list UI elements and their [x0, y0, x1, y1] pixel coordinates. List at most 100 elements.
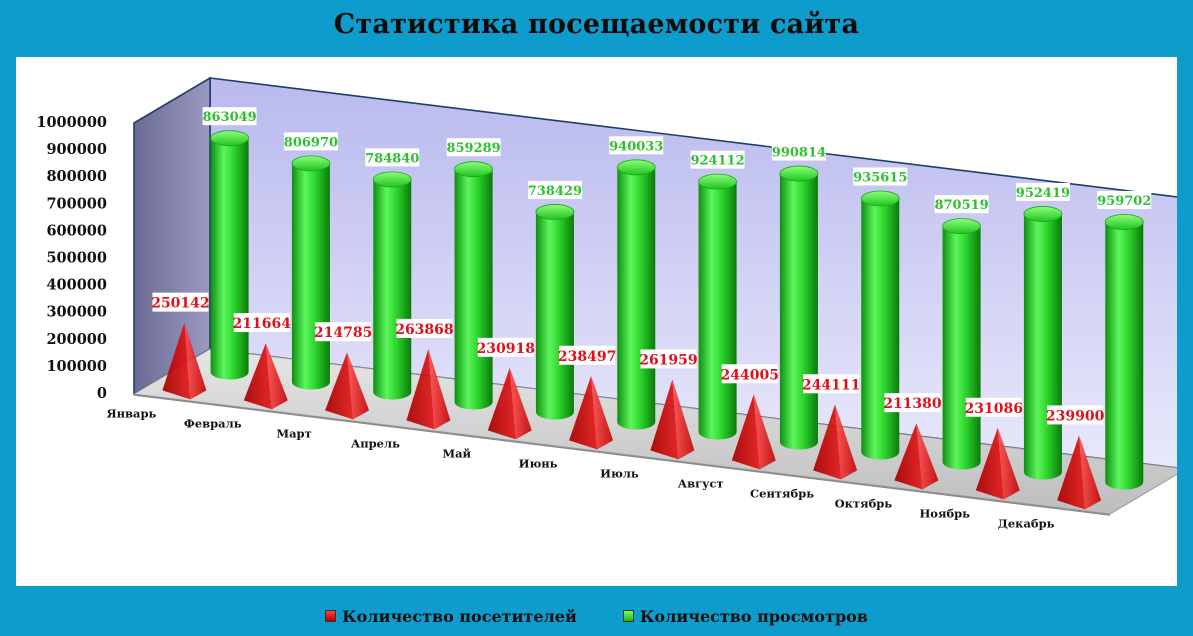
label-views-bg — [1015, 182, 1070, 201]
pyramid-left-face — [650, 379, 679, 460]
bar-views-body — [373, 179, 412, 400]
bar-views-body — [291, 163, 330, 390]
pyramid-right-face — [835, 404, 858, 480]
legend-label-visitors: Количество посетителей — [342, 606, 577, 626]
legend-item-visitors: Количество посетителей — [325, 607, 577, 626]
bar-views-top — [1023, 206, 1063, 222]
chart-marks: 863049 806970 784840 859289 738429 940033 9241… — [151, 107, 1151, 510]
label-visitors: 214785 — [314, 325, 372, 341]
bar-views: 924112 — [690, 150, 745, 440]
label-visitors: 263868 — [395, 322, 453, 338]
pyramid-left-face — [162, 322, 191, 400]
label-views: 738429 — [528, 184, 582, 199]
x-tick-label: Февраль — [184, 416, 242, 430]
x-tick-label: Сентябрь — [750, 486, 814, 500]
y-tick-label: 500000 — [46, 250, 107, 267]
bar-visitors: 230918 — [477, 337, 535, 440]
bar-views: 959702 — [1097, 190, 1151, 490]
bar-views-body — [1105, 221, 1144, 490]
label-visitors: 244005 — [721, 367, 779, 383]
bar-visitors: 244005 — [721, 364, 779, 470]
bar-visitors: 231086 — [965, 397, 1023, 500]
bar-views-body — [617, 167, 656, 430]
y-tick-label: 800000 — [46, 168, 107, 185]
legend-label-views: Количество просмотров — [639, 606, 868, 626]
pyramid-left-face — [406, 348, 435, 430]
bar-views-top — [454, 161, 493, 178]
pyramid-left-face — [243, 343, 272, 410]
label-visitors: 244111 — [802, 377, 860, 393]
pyramid-left-face — [813, 404, 842, 480]
legend-swatch-views — [622, 610, 634, 622]
pyramid-right-face — [428, 348, 451, 430]
y-tick-label: 400000 — [46, 277, 107, 294]
y-tick-label: 1000000 — [36, 114, 107, 131]
bar-visitors: 244111 — [802, 374, 860, 480]
plot-area: 0 100000 200000 300000 400000 500000 600000 700… — [16, 57, 1177, 586]
label-visitors: 239900 — [1046, 408, 1105, 424]
bar-views: 940033 — [609, 136, 664, 430]
y-tick-label: 700000 — [46, 195, 107, 212]
label-visitors: 238497 — [558, 349, 616, 365]
label-views: 863049 — [202, 110, 256, 125]
label-visitors: 250142 — [151, 296, 209, 312]
pyramid-left-face — [325, 352, 354, 420]
y-axis: 0 100000 200000 300000 400000 500000 600000 700… — [36, 114, 107, 402]
bar-visitors: 261959 — [639, 349, 698, 460]
bar-views-top — [1104, 214, 1144, 230]
x-tick-label: Октябрь — [835, 496, 893, 510]
label-views-bg — [446, 138, 501, 157]
bar-views-body — [454, 169, 493, 410]
label-views: 952419 — [1016, 186, 1070, 201]
bar-views-top — [698, 173, 737, 190]
label-views: 935615 — [853, 171, 907, 186]
label-views-bg — [853, 167, 908, 186]
label-views: 870519 — [934, 198, 988, 213]
bar-views-top — [210, 130, 249, 147]
label-views-bg — [283, 132, 338, 151]
label-visitors: 230918 — [477, 341, 535, 357]
bar-views-top — [860, 190, 900, 207]
label-views-bg — [365, 148, 420, 167]
pyramid-left-face — [569, 375, 598, 450]
pyramid-right-face — [1079, 435, 1102, 510]
pyramid-left-face — [975, 427, 1004, 500]
side-wall — [133, 76, 211, 396]
label-views: 859289 — [446, 141, 500, 156]
bar-views-top — [372, 171, 412, 188]
y-tick-label: 900000 — [46, 141, 107, 158]
x-tick-label: Январь — [106, 406, 156, 420]
legend-swatch-visitors — [325, 610, 337, 622]
bar-views: 935615 — [853, 167, 908, 460]
bar-views-body — [698, 181, 737, 440]
label-visitors-bg — [884, 393, 941, 413]
x-axis: Январь Февраль Март Апрель Май Июнь Июль Август… — [106, 406, 1054, 530]
label-views: 990814 — [772, 146, 826, 161]
x-tick-label: Декабрь — [998, 516, 1055, 530]
x-tick-label: Апрель — [351, 436, 400, 450]
pyramid-left-face — [894, 423, 923, 490]
x-tick-label: Август — [678, 476, 724, 490]
y-tick-label: 200000 — [46, 331, 107, 348]
bar-views-body — [210, 138, 249, 380]
bar-views-top — [779, 165, 819, 182]
label-views-bg — [690, 150, 745, 169]
label-visitors-bg — [1047, 405, 1104, 425]
bar-views: 952419 — [1015, 182, 1070, 480]
pyramid-right-face — [916, 423, 939, 490]
label-visitors-bg — [477, 337, 534, 357]
label-views-bg — [609, 136, 664, 155]
label-visitors-bg — [965, 397, 1022, 417]
bar-views-body — [535, 211, 574, 420]
bar-views-body — [779, 173, 818, 450]
label-views: 806970 — [284, 135, 338, 150]
bar-visitors: 214785 — [314, 322, 372, 420]
pyramid-right-face — [509, 367, 532, 440]
label-views-bg — [527, 180, 582, 199]
bar-views-body — [861, 198, 900, 460]
pyramid-right-face — [753, 394, 776, 470]
label-visitors-bg — [396, 318, 453, 338]
label-visitors-bg — [803, 374, 860, 394]
bar-visitors: 211380 — [883, 393, 942, 490]
label-visitors-bg — [721, 364, 778, 384]
